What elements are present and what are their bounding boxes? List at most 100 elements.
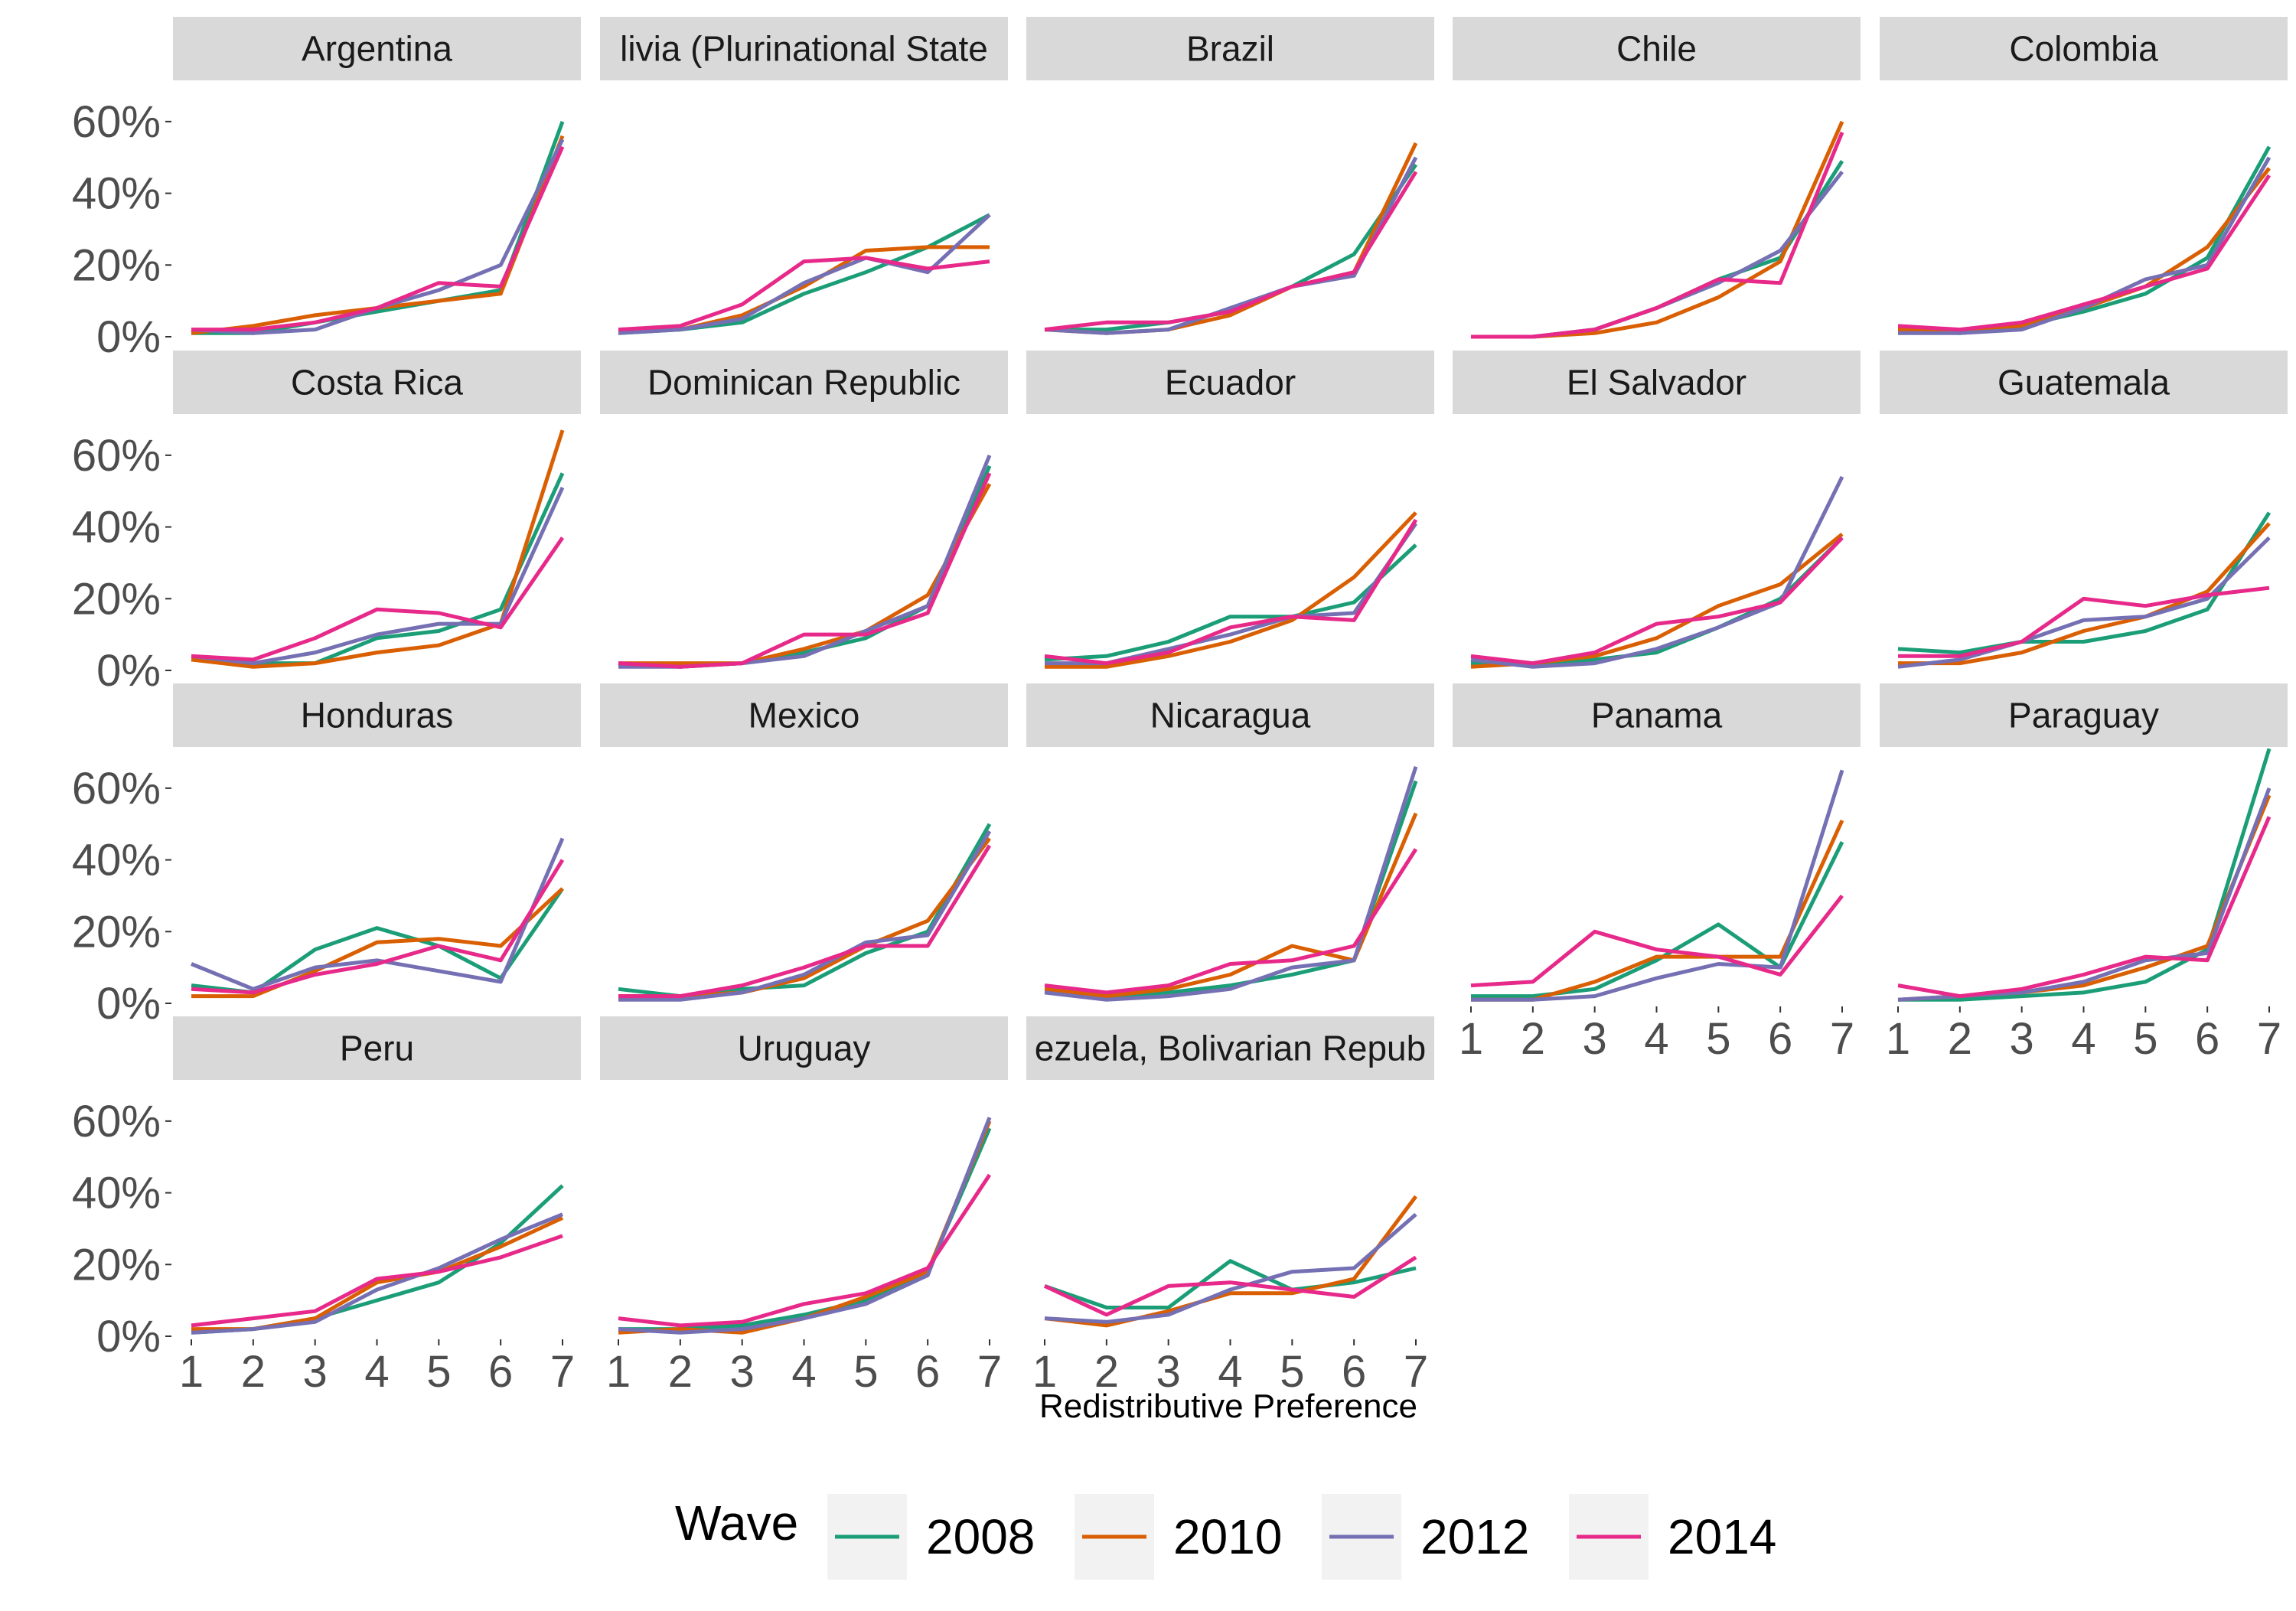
series-line-argentina-2014	[191, 145, 565, 332]
y-tick-label: 20%	[72, 574, 161, 624]
legend-label-2012: 2012	[1420, 1509, 1529, 1564]
series-line-chile-2014	[1471, 131, 1844, 339]
series-line-el-salvador-2008	[1471, 536, 1844, 666]
series-line-paraguay-2008	[1898, 748, 2272, 1002]
x-tick-label: 5	[1280, 1347, 1304, 1397]
y-tick-label: 40%	[72, 503, 161, 553]
facet-strip-guatemala	[1880, 351, 2288, 414]
x-tick-label: 5	[426, 1347, 451, 1397]
x-tick-label: 1	[1886, 1014, 1910, 1064]
y-tick-label: 40%	[72, 1169, 161, 1218]
y-tick-label: 0%	[96, 979, 161, 1029]
series-line-colombia-2014	[1897, 174, 2272, 332]
facet-strip-label-guatemala: Guatemala	[1998, 363, 2170, 403]
facet-strip-label-mexico: Mexico	[748, 696, 860, 735]
facet-strip-label-chile: Chile	[1616, 29, 1697, 69]
series-line-nicaragua-2014	[1044, 848, 1418, 995]
y-tick-label: 60%	[72, 764, 161, 814]
series-line-guatemala-2012	[1897, 536, 2271, 669]
x-tick-label: 4	[1644, 1014, 1668, 1064]
series-line-venezuela-bolivarian-republic-of-2010	[1044, 1195, 1417, 1328]
x-tick-label: 3	[1156, 1347, 1181, 1397]
facet-strip-brazil	[1026, 17, 1434, 80]
series-line-venezuela-bolivarian-republic-of-2014	[1043, 1255, 1417, 1317]
series-line-brazil-2012	[1044, 156, 1418, 335]
x-tick-label: 1	[1032, 1347, 1057, 1397]
facet-strip-costa-rica	[173, 351, 581, 414]
series-line-honduras-2012	[191, 837, 565, 991]
series-line-el-salvador-2014	[1470, 536, 1844, 666]
legend-label-2008: 2008	[926, 1509, 1035, 1564]
facet-strip-label-panama: Panama	[1591, 696, 1723, 735]
series-line-mexico-2014	[618, 844, 992, 999]
facet-strip-label-bolivia-plurinational-state-of: livia (Plurinational State	[620, 29, 988, 69]
series-line-nicaragua-2010	[1044, 812, 1418, 999]
x-tick-label: 6	[488, 1347, 513, 1397]
facet-strip-dominican-republic	[600, 351, 1008, 414]
x-tick-label: 4	[1218, 1347, 1242, 1397]
facet-strip-label-ecuador: Ecuador	[1165, 363, 1296, 403]
series-line-nicaragua-2012	[1044, 765, 1418, 1002]
facet-strip-panama	[1453, 683, 1861, 747]
facet-strip-venezuela-bolivarian-republic-of	[1026, 1016, 1434, 1080]
series-line-brazil-2014	[1044, 171, 1418, 332]
series-line-brazil-2008	[1045, 163, 1418, 332]
facet-strip-ecuador	[1026, 351, 1434, 414]
series-line-peru-2008	[191, 1184, 564, 1335]
x-tick-label: 1	[179, 1347, 204, 1397]
series-line-venezuela-bolivarian-republic-of-2012	[1044, 1212, 1417, 1324]
facet-strip-label-venezuela-bolivarian-republic-of: ezuela, Bolivarian Repub	[1035, 1029, 1426, 1068]
series-line-guatemala-2014	[1898, 585, 2270, 658]
series-line-panama-2008	[1471, 840, 1844, 999]
x-tick-label: 2	[241, 1347, 266, 1397]
y-tick-label: 20%	[72, 907, 161, 957]
series-line-chile-2010	[1471, 120, 1844, 339]
series-line-peru-2014	[191, 1234, 563, 1328]
series-line-argentina-2008	[191, 121, 565, 335]
x-tick-label: 2	[1948, 1014, 1972, 1064]
series-line-argentina-2012	[191, 139, 565, 335]
series-line-paraguay-2010	[1897, 794, 2272, 1002]
x-tick-label: 3	[1583, 1014, 1607, 1064]
facet-strip-colombia	[1880, 17, 2288, 80]
facet-strip-mexico	[600, 683, 1008, 747]
x-tick-label: 5	[2133, 1014, 2157, 1064]
series-line-brazil-2010	[1044, 142, 1418, 335]
x-tick-label: 7	[1830, 1014, 1854, 1064]
y-tick-label: 0%	[96, 1312, 161, 1362]
x-tick-label: 2	[1521, 1014, 1545, 1064]
y-tick-label: 60%	[72, 431, 161, 481]
series-line-guatemala-2008	[1897, 511, 2272, 655]
series-line-dominican-republic-2010	[618, 483, 992, 666]
facet-strip-peru	[173, 1016, 581, 1080]
x-tick-label: 4	[791, 1347, 816, 1397]
series-line-panama-2014	[1470, 894, 1844, 988]
facet-strip-honduras	[173, 683, 581, 747]
x-tick-label: 2	[668, 1347, 693, 1397]
series-line-peru-2010	[191, 1216, 564, 1332]
x-tick-label: 6	[2195, 1014, 2219, 1064]
x-tick-label: 4	[2071, 1014, 2095, 1064]
y-tick-label: 0%	[96, 312, 161, 362]
legend-label-2014: 2014	[1668, 1509, 1776, 1564]
series-line-paraguay-2012	[1897, 788, 2272, 1002]
series-line-honduras-2010	[191, 887, 564, 999]
facet-strip-argentina	[173, 17, 581, 80]
series-line-ecuador-2010	[1045, 511, 1417, 669]
x-tick-label: 6	[1768, 1014, 1792, 1064]
series-line-uruguay-2010	[618, 1120, 992, 1335]
series-line-uruguay-2008	[618, 1127, 992, 1332]
x-tick-label: 7	[1404, 1347, 1428, 1397]
series-line-bolivia-plurinational-state-of-2008	[618, 213, 991, 335]
x-axis-title: Redistributive Preference	[1039, 1388, 1417, 1425]
series-line-argentina-2010	[191, 135, 565, 335]
y-tick-label: 20%	[72, 240, 161, 290]
x-tick-label: 3	[730, 1347, 755, 1397]
x-tick-label: 7	[550, 1347, 575, 1397]
series-line-dominican-republic-2014	[618, 472, 992, 669]
x-tick-label: 2	[1094, 1347, 1119, 1397]
x-tick-label: 5	[1706, 1014, 1730, 1064]
y-tick-label: 20%	[72, 1240, 161, 1290]
